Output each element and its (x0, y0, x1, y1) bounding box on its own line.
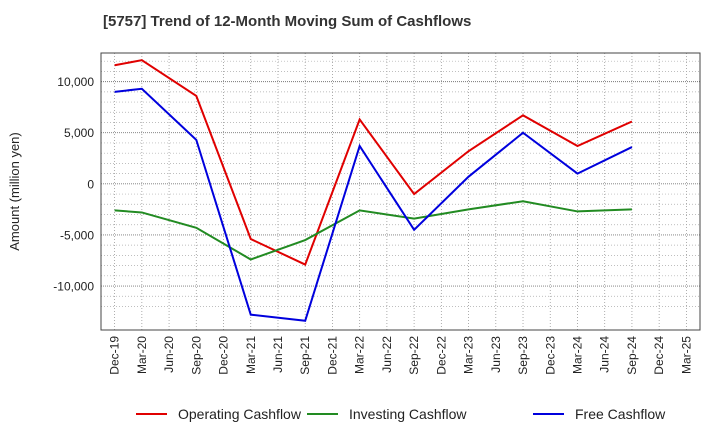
grid-layer (101, 53, 700, 330)
plot-background (101, 53, 700, 330)
x-tick-label: Mar-24 (570, 336, 584, 374)
x-tick-label: Jun-23 (489, 336, 503, 373)
x-tick-label: Jun-20 (162, 336, 176, 373)
legend-label-operating-cashflow: Operating Cashflow (178, 406, 302, 422)
series-layer (114, 59, 633, 322)
x-tick-label: Dec-23 (543, 336, 557, 375)
x-tick-label: Sep-21 (298, 336, 312, 375)
y-tick-label: 0 (87, 177, 94, 191)
chart-title: [5757] Trend of 12-Month Moving Sum of C… (103, 13, 472, 30)
legend: Operating Cashflow Investing Cashflow Free… (136, 406, 666, 422)
y-tick-label: 10,000 (57, 75, 94, 89)
y-tick-label: -5,000 (60, 228, 94, 242)
x-tick-label: Sep-20 (189, 336, 203, 375)
series-line-operating-cashflow (114, 59, 633, 266)
legend-label-investing-cashflow: Investing Cashflow (349, 406, 467, 422)
x-tick-label: Jun-21 (271, 336, 285, 373)
y-tick-label: 5,000 (64, 126, 94, 140)
legend-label-free-cashflow: Free Cashflow (575, 406, 666, 422)
x-tick-label: Sep-24 (625, 336, 639, 375)
series-line-investing-cashflow (114, 200, 632, 261)
x-tick-label: Dec-21 (325, 336, 339, 375)
x-tick-label: Sep-22 (407, 336, 421, 375)
x-tick-label: Dec-22 (434, 336, 448, 375)
y-axis-ticks: 10,000 5,000 0 -5,000 -10,000 (53, 75, 94, 293)
x-tick-label: Mar-20 (135, 336, 149, 374)
x-tick-label: Mar-23 (462, 336, 476, 374)
plot-frame (100, 52, 701, 331)
series-line-free-cashflow (114, 87, 633, 322)
x-tick-label: Mar-22 (353, 336, 367, 374)
y-axis-label: Amount (million yen) (7, 132, 22, 251)
x-axis-ticks: Dec-19 Mar-20 Jun-20 Sep-20 Dec-20 Mar-21 Jun-… (108, 336, 694, 375)
y-tick-label: -10,000 (53, 280, 94, 294)
x-tick-label: Dec-20 (217, 336, 231, 375)
x-tick-label: Dec-24 (652, 336, 666, 375)
x-tick-label: Sep-23 (516, 336, 530, 375)
x-tick-label: Jun-24 (598, 336, 612, 373)
x-tick-label: Jun-22 (380, 336, 394, 373)
x-tick-label: Dec-19 (108, 336, 122, 375)
x-tick-label: Mar-25 (679, 336, 693, 374)
x-tick-label: Mar-21 (244, 336, 258, 374)
